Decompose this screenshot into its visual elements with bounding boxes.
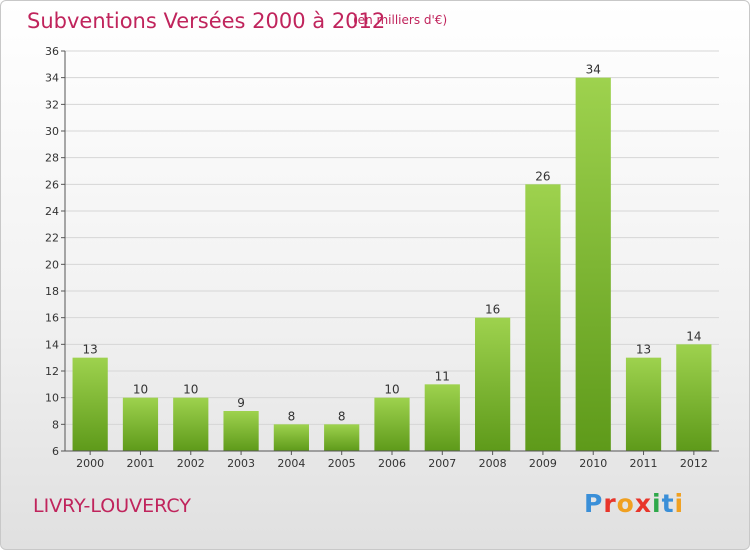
x-tick-label-2008: 2008 bbox=[479, 457, 507, 470]
bar-2007[interactable] bbox=[424, 384, 460, 451]
x-tick-label-2011: 2011 bbox=[630, 457, 658, 470]
y-tick-label: 28 bbox=[45, 152, 59, 165]
data-label-2004: 8 bbox=[288, 409, 296, 423]
data-label-2006: 10 bbox=[384, 383, 399, 397]
y-tick-label: 6 bbox=[52, 445, 59, 458]
x-tick-label-2004: 2004 bbox=[277, 457, 305, 470]
y-tick-label: 20 bbox=[45, 258, 59, 271]
logo-letter: i bbox=[674, 489, 685, 518]
data-label-2010: 34 bbox=[586, 63, 601, 77]
y-tick-label: 16 bbox=[45, 312, 59, 325]
bar-2011[interactable] bbox=[625, 357, 662, 451]
data-label-2003: 9 bbox=[237, 396, 245, 410]
x-tick-label-2012: 2012 bbox=[680, 457, 708, 470]
labels: 6 8 10 12 14 16 18 20 22 24 26 28 30 32 34 36 13 2000 10 20… bbox=[45, 45, 708, 470]
y-tick-label: 8 bbox=[52, 418, 59, 431]
data-label-2012: 14 bbox=[686, 329, 701, 343]
data-label-2005: 8 bbox=[338, 409, 346, 423]
x-tick-label-2003: 2003 bbox=[227, 457, 255, 470]
bar-2002[interactable] bbox=[173, 397, 209, 451]
y-tick-label: 32 bbox=[45, 98, 59, 111]
y-tick-label: 24 bbox=[45, 205, 59, 218]
bar-2000[interactable] bbox=[72, 357, 108, 451]
commune-name: LIVRY-LOUVERCY bbox=[33, 495, 191, 517]
y-tick-label: 26 bbox=[45, 178, 59, 191]
proxiti-logo[interactable]: Proxiti bbox=[584, 489, 684, 518]
logo-letter: r bbox=[603, 489, 617, 518]
data-label-2008: 16 bbox=[485, 303, 500, 317]
bar-2005[interactable] bbox=[324, 424, 360, 451]
y-tick-label: 34 bbox=[45, 72, 59, 85]
x-tick-label-2001: 2001 bbox=[126, 457, 154, 470]
bar-2003[interactable] bbox=[223, 411, 259, 451]
logo-letter: t bbox=[661, 489, 675, 518]
chart-title: Subventions Versées 2000 à 2012 bbox=[27, 9, 386, 33]
logo-letter: i bbox=[652, 489, 662, 518]
bar-2012[interactable] bbox=[676, 344, 712, 451]
x-tick-label-2010: 2010 bbox=[579, 457, 607, 470]
y-tick-label: 30 bbox=[45, 125, 59, 138]
logo-letter: P bbox=[584, 489, 604, 518]
y-tick-label: 10 bbox=[45, 392, 59, 405]
bar-2001[interactable] bbox=[122, 397, 159, 451]
x-tick-label-2005: 2005 bbox=[328, 457, 356, 470]
bar-2010[interactable] bbox=[575, 77, 611, 452]
data-label-2007: 11 bbox=[435, 369, 450, 383]
x-tick-label-2002: 2002 bbox=[177, 457, 205, 470]
y-tick-label: 18 bbox=[45, 285, 59, 298]
data-label-2009: 26 bbox=[535, 169, 550, 183]
bar-2009[interactable] bbox=[525, 184, 561, 452]
x-tick-label-2009: 2009 bbox=[529, 457, 557, 470]
data-label-2001: 10 bbox=[133, 383, 148, 397]
logo-letter: x bbox=[634, 489, 652, 518]
x-tick-label-2000: 2000 bbox=[76, 457, 104, 470]
x-tick-label-2006: 2006 bbox=[378, 457, 406, 470]
data-label-2000: 13 bbox=[83, 343, 98, 357]
y-tick-label: 14 bbox=[45, 338, 59, 351]
y-tick-label: 22 bbox=[45, 232, 59, 245]
y-tick-label: 36 bbox=[45, 45, 59, 58]
bar-2008[interactable] bbox=[475, 317, 511, 451]
axes bbox=[61, 50, 719, 455]
y-tick-label: 12 bbox=[45, 365, 59, 378]
x-tick-label-2007: 2007 bbox=[428, 457, 456, 470]
bars bbox=[72, 77, 712, 452]
bar-2004[interactable] bbox=[273, 424, 309, 451]
bar-2006[interactable] bbox=[374, 397, 410, 451]
logo-letter: o bbox=[616, 489, 635, 518]
chart-unit: (en milliers d'€) bbox=[353, 13, 448, 27]
data-label-2011: 13 bbox=[636, 343, 651, 357]
data-label-2002: 10 bbox=[183, 383, 198, 397]
